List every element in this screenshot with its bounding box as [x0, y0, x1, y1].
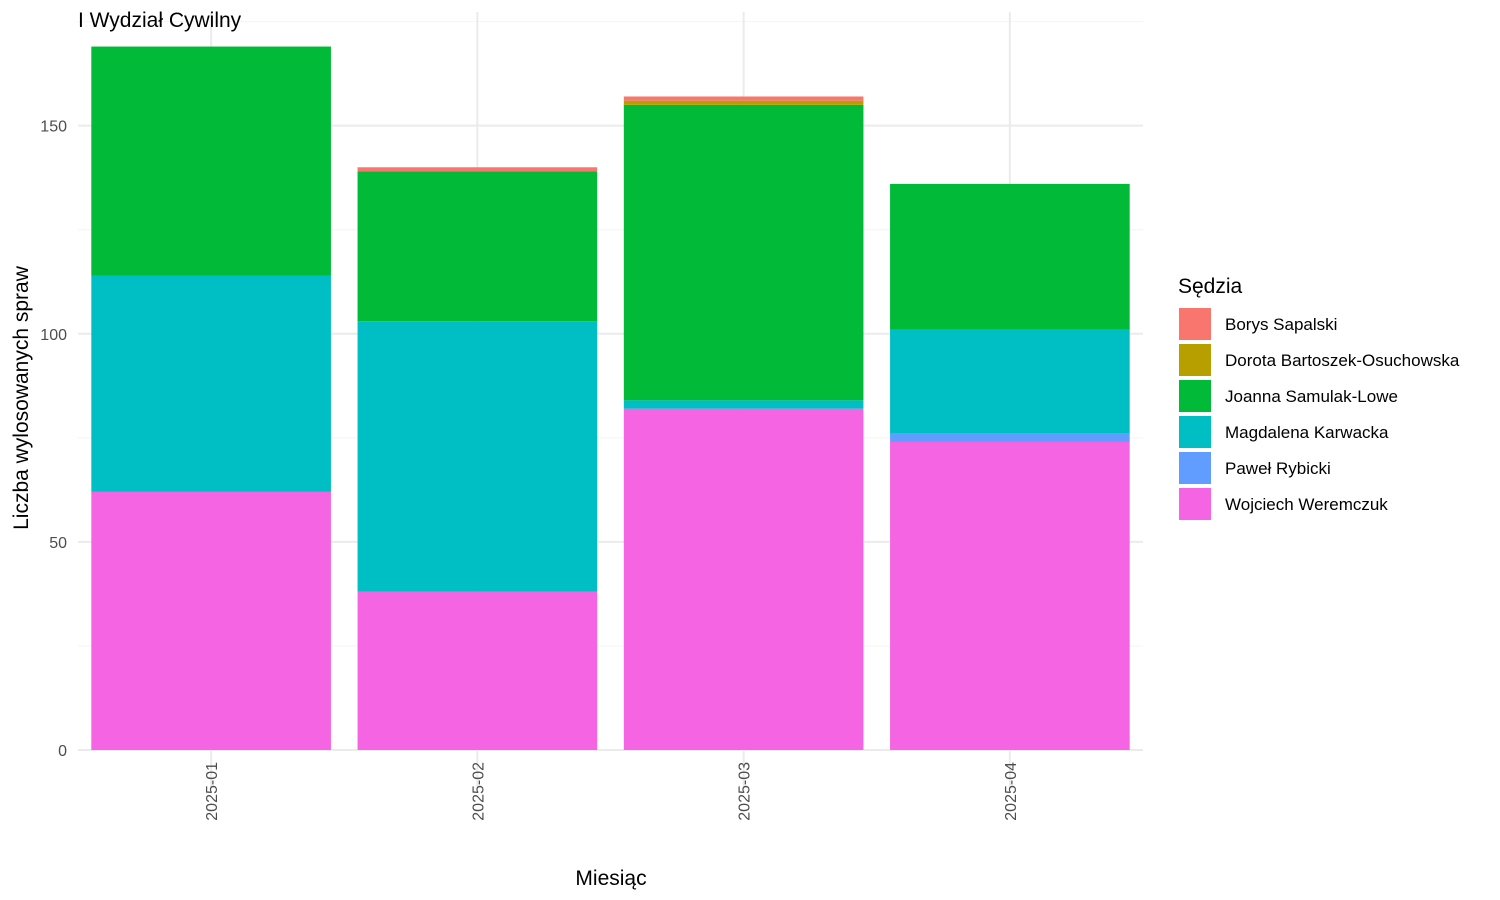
legend-label: Wojciech Weremczuk — [1225, 495, 1388, 514]
legend-key — [1179, 416, 1211, 448]
bar-segment — [890, 441, 1130, 750]
legend-key — [1179, 308, 1211, 340]
bar-segment — [357, 591, 598, 750]
bar-segment — [91, 46, 331, 276]
legend-title: Sędzia — [1178, 275, 1243, 298]
legend-key — [1179, 380, 1211, 412]
bar-segment — [91, 275, 331, 492]
bar-segment — [623, 96, 864, 101]
bar-segment — [890, 329, 1130, 434]
legend-label: Magdalena Karwacka — [1225, 423, 1389, 442]
legend-key — [1179, 488, 1211, 520]
y-axis-ticks: 0 50 100 150 — [40, 119, 67, 760]
bar-segment — [357, 321, 598, 592]
legend-key — [1179, 452, 1211, 484]
legend-label: Joanna Samulak-Lowe — [1225, 387, 1398, 406]
x-axis-ticks: 2025-01 2025-02 2025-03 2025-04 — [204, 762, 1020, 821]
y-axis-title: Liczba wylosowanych spraw — [10, 265, 33, 530]
legend-label: Paweł Rybicki — [1225, 459, 1331, 478]
legend-label: Dorota Bartoszek-Osuchowska — [1225, 351, 1460, 370]
legend: Sędzia Borys Sapalski Dorota Bartoszek-Os… — [1178, 275, 1460, 520]
y-tick-label: 150 — [40, 119, 67, 136]
bar-segment — [890, 183, 1130, 330]
bar-segment — [623, 104, 864, 401]
x-tick-label: 2025-04 — [1003, 762, 1020, 821]
bar-segment — [91, 491, 331, 750]
bar-segment — [623, 400, 864, 409]
bar-segment — [623, 100, 864, 105]
bar-segment — [623, 408, 864, 750]
x-axis-title: Miesiąc — [575, 867, 646, 890]
x-tick-label: 2025-03 — [737, 762, 754, 821]
bar-segment — [890, 433, 1130, 442]
bars — [91, 46, 1130, 750]
y-tick-label: 0 — [58, 743, 67, 760]
bar-segment — [357, 167, 598, 172]
x-tick-label: 2025-01 — [204, 762, 221, 821]
chart-title: I Wydział Cywilny — [78, 9, 242, 32]
legend-key — [1179, 344, 1211, 376]
x-tick-label: 2025-02 — [470, 762, 487, 821]
y-tick-label: 50 — [49, 535, 67, 552]
bar-segment — [357, 171, 598, 322]
legend-label: Borys Sapalski — [1225, 315, 1337, 334]
y-tick-label: 100 — [40, 327, 67, 344]
